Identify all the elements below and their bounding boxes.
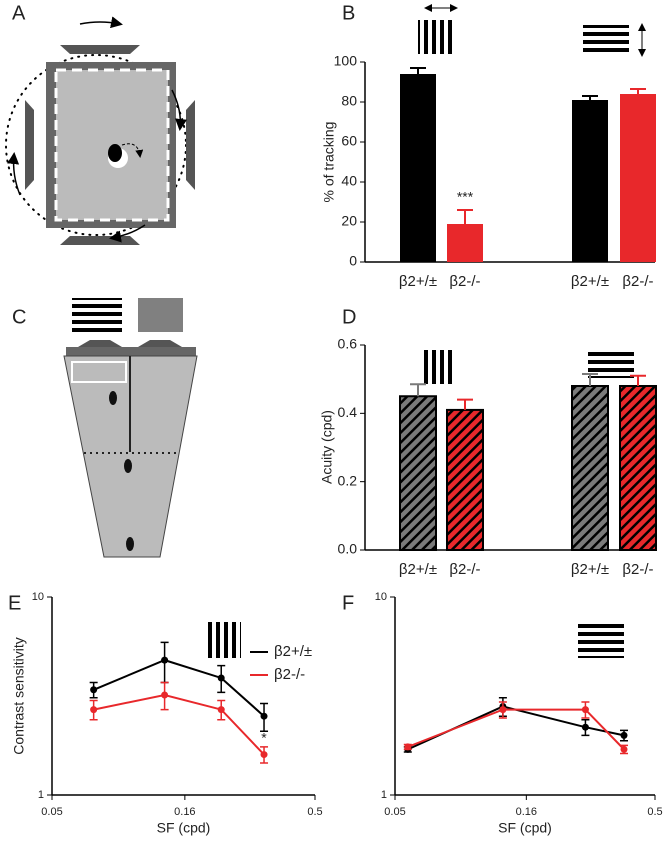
y-tick-label: 0.6: [338, 336, 358, 352]
bar-hatch: [572, 386, 608, 550]
y-tick-label: 40: [341, 173, 357, 189]
y-tick-label: 0: [349, 253, 357, 269]
point: [404, 743, 412, 751]
error-bar: [630, 88, 646, 94]
y-tick-label: 1: [38, 789, 44, 801]
error-bar: [410, 383, 426, 397]
error-bar: [630, 374, 646, 386]
panel-letter: C: [12, 306, 26, 328]
bar: [620, 94, 656, 262]
error-bar: [582, 373, 598, 386]
legend-label: β2+/±: [274, 643, 312, 660]
line: [93, 659, 265, 717]
stimulus-icons: [205, 4, 646, 658]
bar-hatch: [620, 386, 656, 550]
x-tick-label: β2+/±: [399, 561, 437, 578]
point: [90, 706, 98, 714]
point: [620, 731, 628, 739]
point: [581, 723, 589, 731]
x-tick-label: 0.16: [174, 806, 195, 818]
y-axis-label: % of tracking: [321, 122, 337, 203]
error-bar: [457, 398, 473, 410]
point: [581, 706, 589, 714]
bar-hatch: [447, 409, 483, 550]
x-tick-label: β2-/-: [449, 561, 480, 578]
x-tick-label: β2-/-: [622, 561, 653, 578]
x-axis-label: SF (cpd): [157, 820, 211, 836]
significance: ***: [457, 189, 474, 205]
panel-letter: E: [8, 592, 21, 614]
y-tick-label: 20: [341, 213, 357, 229]
error-bar: [457, 209, 473, 224]
error-bar: [582, 95, 598, 100]
x-tick-label: β2+/±: [571, 273, 609, 290]
maze-diagram: [63, 298, 198, 558]
x-tick-label: β2+/±: [399, 273, 437, 290]
x-tick-label: 0.16: [516, 806, 537, 818]
y-tick-label: 10: [375, 591, 387, 603]
point: [620, 745, 628, 753]
bar: [572, 100, 608, 262]
x-tick-label: β2-/-: [622, 273, 653, 290]
arena-diagram: [5, 16, 195, 245]
x-tick-label: 0.5: [307, 806, 322, 818]
x-tick-label: β2-/-: [449, 273, 480, 290]
y-tick-label: 0.0: [338, 541, 358, 557]
point: [499, 706, 507, 714]
point: [217, 706, 225, 714]
x-axis-label: SF (cpd): [498, 820, 552, 836]
x-tick-label: 0.5: [647, 806, 662, 818]
panel-letter: D: [342, 306, 356, 328]
panel-letter: F: [342, 592, 354, 614]
bar: [447, 224, 483, 262]
y-tick-label: 0.4: [338, 404, 358, 420]
point: [260, 751, 268, 759]
bar: [400, 74, 436, 262]
significance: *: [261, 730, 267, 746]
y-tick-label: 1: [381, 789, 387, 801]
line: [407, 705, 625, 751]
point: [90, 686, 98, 694]
point: [217, 674, 225, 682]
x-tick-label: 0.05: [384, 806, 405, 818]
line: [93, 693, 265, 756]
y-axis-label: Contrast sensitivity: [11, 637, 27, 754]
legend-label: β2-/-: [274, 666, 305, 683]
y-tick-label: 80: [341, 93, 357, 109]
error-bar: [410, 67, 426, 74]
x-tick-label: β2+/±: [571, 561, 609, 578]
x-tick-label: 0.05: [41, 806, 62, 818]
line: [407, 708, 625, 751]
point: [161, 691, 169, 699]
bar-hatch: [400, 396, 436, 550]
y-tick-label: 10: [32, 591, 44, 603]
point: [161, 656, 169, 664]
panel-letter: A: [12, 2, 26, 24]
y-tick-label: 0.2: [338, 472, 358, 488]
y-tick-label: 60: [341, 133, 357, 149]
panel-letter: B: [342, 2, 355, 24]
y-axis-label: Acuity (cpd): [319, 410, 335, 484]
y-tick-label: 100: [334, 53, 358, 69]
point: [260, 712, 268, 720]
